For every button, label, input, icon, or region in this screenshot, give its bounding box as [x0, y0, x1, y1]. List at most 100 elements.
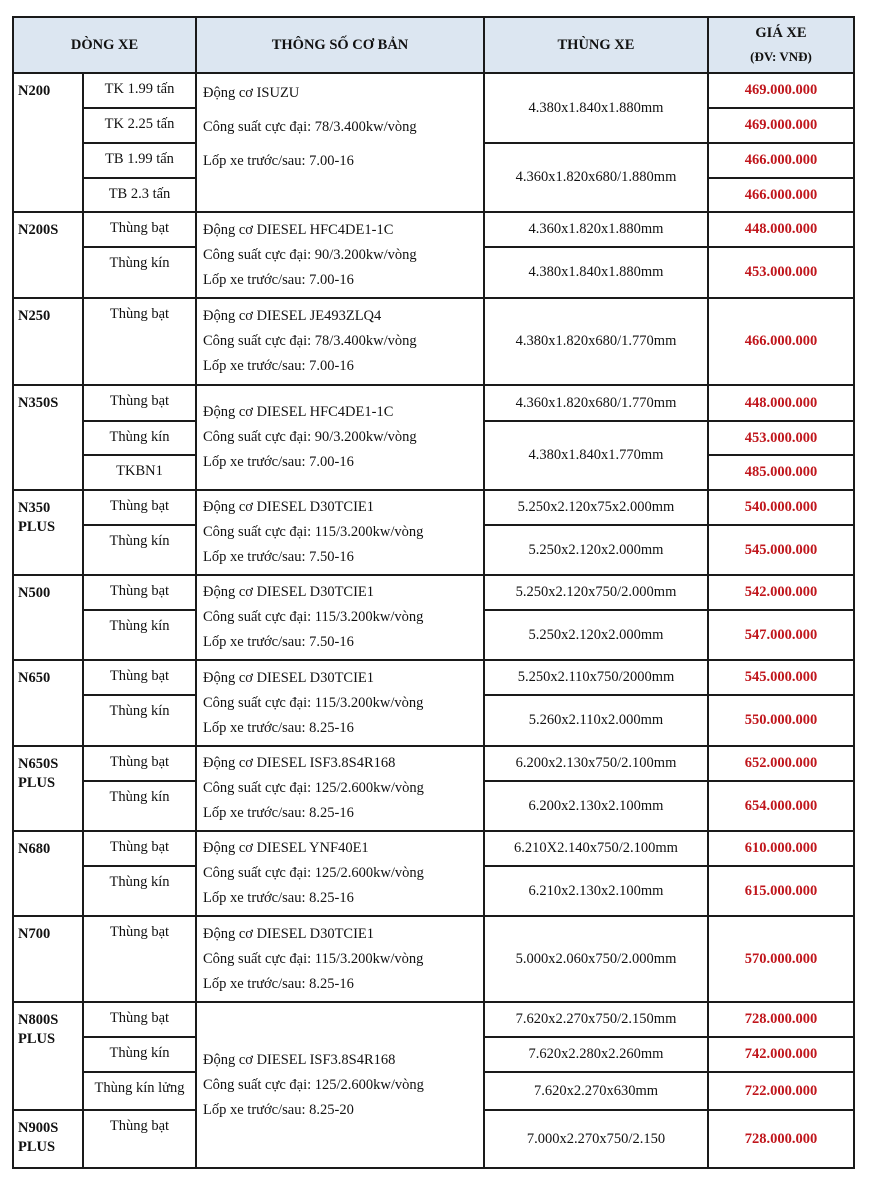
variant-name: Thùng kín lửng — [82, 1071, 197, 1111]
variant-name: TKBN1 — [82, 454, 197, 491]
table-row: TKBN1 485.000.000 — [13, 454, 855, 491]
header-body: THÙNG XE — [483, 16, 709, 74]
price-value: 469.000.000 — [707, 107, 855, 144]
model-name-line: N200 — [18, 83, 51, 99]
variant-name: Thùng kín — [82, 865, 197, 917]
model-name: N250 — [12, 297, 84, 386]
model-name-line: PLUS — [18, 1139, 56, 1155]
price-value: 722.000.000 — [707, 1071, 855, 1111]
table-row: Thùng kín 6.210x2.130x2.100mm 615.000.000 — [13, 865, 855, 917]
price-value: 615.000.000 — [707, 865, 855, 917]
price-value: 485.000.000 — [707, 454, 855, 491]
body-dimensions: 5.260x2.110x2.000mm — [483, 694, 709, 747]
price-value: 540.000.000 — [707, 489, 855, 526]
body-dimensions: 5.250x2.120x2.000mm — [483, 609, 709, 661]
price-value: 728.000.000 — [707, 1001, 855, 1038]
model-name: N650S PLUS — [12, 745, 84, 832]
model-name-line: N500 — [18, 585, 51, 601]
model-name: N350 PLUS — [12, 489, 84, 576]
spec-line: Công suất cực đại: 90/3.200kw/vòng — [203, 246, 417, 263]
table-row: N700 Thùng bạt Động cơ DIESEL D30TCIE1 Công… — [12, 915, 855, 1003]
variant-name: Thùng bạt — [82, 297, 197, 386]
body-dimensions: 5.250x2.120x75x2.000mm — [483, 489, 709, 526]
spec-line: Lốp xe trước/sau: 8.25-16 — [203, 719, 354, 736]
body-dimensions: 4.360x1.820x680/1.770mm — [483, 384, 709, 422]
spec-line: Động cơ ISUZU — [203, 85, 300, 101]
spec-line: Công suất cực đại: 78/3.400kw/vòng — [203, 333, 417, 349]
model-name-line: N200S — [18, 222, 59, 238]
table-row: N350 PLUS Thùng bạt Động cơ DIESEL D30TCIE1… — [12, 489, 855, 576]
spec-line: Công suất cực đại: 115/3.200kw/vòng — [203, 524, 424, 540]
model-name-line: PLUS — [18, 1031, 56, 1047]
variant-name: Thùng kín — [82, 420, 197, 456]
variant-name: Thùng bạt — [82, 211, 197, 248]
table-row: N800S PLUS Thùng bạt Động cơ DIESEL ISF3.8S… — [12, 1001, 855, 1169]
model-name-line: N680 — [18, 841, 51, 857]
price-table: DÒNG XE THÔNG SỐ CƠ BẢN THÙNG XE GIÁ XE (… — [12, 16, 855, 1169]
spec-line: Động cơ DIESEL YNF40E1 — [203, 840, 369, 856]
header-specs: THÔNG SỐ CƠ BẢN — [195, 16, 485, 74]
table-row: Thùng kín lửng 7.620x2.270x630mm 722.000.0… — [13, 1071, 855, 1111]
spec-cell: Động cơ DIESEL HFC4DE1-1C Công suất cực đ… — [195, 384, 485, 491]
spec-line: Động cơ DIESEL JE493ZLQ4 — [203, 308, 382, 324]
model-name: N900S PLUS — [12, 1109, 84, 1169]
variant-name: Thùng kín — [82, 524, 197, 576]
spec-line: Động cơ DIESEL HFC4DE1-1C — [203, 221, 394, 238]
variant-name: Thùng bạt — [82, 384, 197, 422]
variant-name: Thùng kín — [82, 780, 197, 832]
table-row: N500 Thùng bạt Động cơ DIESEL D30TCIE1 Công… — [12, 574, 855, 661]
table-row: Thùng kín 5.250x2.120x2.000mm 547.000.000 — [13, 609, 855, 661]
body-dimensions: 5.250x2.120x750/2.000mm — [483, 574, 709, 611]
table-row: Thùng kín 5.260x2.110x2.000mm 550.000.000 — [13, 694, 855, 747]
spec-cell: Động cơ DIESEL ISF3.8S4R168 Công suất cực… — [195, 745, 485, 832]
model-name: N700 — [12, 915, 84, 1003]
model-name: N200S — [12, 211, 84, 299]
spec-line: Công suất cực đại: 125/2.600kw/vòng — [203, 780, 424, 796]
body-dimensions: 5.250x2.120x2.000mm — [483, 524, 709, 576]
table-row: Thùng kín 7.620x2.280x2.260mm 742.000.000 — [13, 1036, 855, 1073]
price-value: 453.000.000 — [707, 246, 855, 299]
model-name-line: N350 — [18, 500, 51, 516]
model-name-line: PLUS — [18, 519, 56, 535]
variant-name: Thùng bạt — [82, 1109, 197, 1169]
model-name-line: N250 — [18, 308, 51, 324]
table-row: Thùng kín 6.200x2.130x2.100mm 654.000.000 — [13, 780, 855, 832]
body-dimensions: 4.380x1.820x680/1.770mm — [483, 297, 709, 386]
table-row: TK 2.25 tấn 469.000.000 — [13, 107, 855, 144]
table-row: N650S PLUS Thùng bạt Động cơ DIESEL ISF3.8S… — [12, 745, 855, 832]
model-name-line: N900S — [18, 1120, 59, 1136]
spec-line: Lốp xe trước/sau: 8.25-16 — [203, 890, 354, 906]
spec-cell: Động cơ DIESEL D30TCIE1 Công suất cực đại… — [195, 659, 485, 747]
spec-line: Công suất cực đại: 125/2.600kw/vòng — [203, 1076, 424, 1093]
price-value: 448.000.000 — [707, 384, 855, 422]
price-value: 550.000.000 — [707, 694, 855, 747]
spec-cell: Động cơ DIESEL JE493ZLQ4 Công suất cực đạ… — [195, 297, 485, 386]
table-row: N350S Thùng bạt Động cơ DIESEL HFC4DE1-1C C… — [12, 384, 855, 491]
variant-name: Thùng kín — [82, 1036, 197, 1073]
price-value: 466.000.000 — [707, 177, 855, 213]
price-value: 448.000.000 — [707, 211, 855, 248]
price-value: 652.000.000 — [707, 745, 855, 782]
spec-cell: Động cơ ISUZU Công suất cực đại: 78/3.400… — [195, 72, 485, 213]
spec-line: Động cơ DIESEL D30TCIE1 — [203, 925, 375, 942]
table-row: N200S Thùng bạt Động cơ DIESEL HFC4DE1-1C C… — [12, 211, 855, 299]
variant-name: TB 2.3 tấn — [82, 177, 197, 213]
variant-name: Thùng bạt — [82, 745, 197, 782]
price-value: 453.000.000 — [707, 420, 855, 456]
variant-name: TB 1.99 tấn — [82, 142, 197, 179]
price-value: 610.000.000 — [707, 830, 855, 867]
header-price-title: GIÁ XE — [755, 25, 807, 41]
variant-name: TK 1.99 tấn — [82, 72, 197, 109]
body-dimensions: 7.620x2.280x2.260mm — [483, 1036, 709, 1073]
variant-name: Thùng bạt — [82, 489, 197, 526]
header-row: DÒNG XE THÔNG SỐ CƠ BẢN THÙNG XE GIÁ XE (… — [12, 16, 855, 74]
body-dimensions: 4.360x1.820x680/1.880mm — [483, 142, 709, 213]
spec-cell: Động cơ DIESEL HFC4DE1-1C Công suất cực đ… — [195, 211, 485, 299]
table-row: TB 2.3 tấn 466.000.000 — [13, 177, 855, 213]
variant-name: Thùng kín — [82, 694, 197, 747]
model-name: N350S — [12, 384, 84, 491]
spec-line: Động cơ DIESEL D30TCIE1 — [203, 669, 375, 686]
variant-name: Thùng bạt — [82, 915, 197, 1003]
body-dimensions: 7.000x2.270x750/2.150 — [483, 1109, 709, 1169]
model-name-line: PLUS — [18, 775, 56, 791]
